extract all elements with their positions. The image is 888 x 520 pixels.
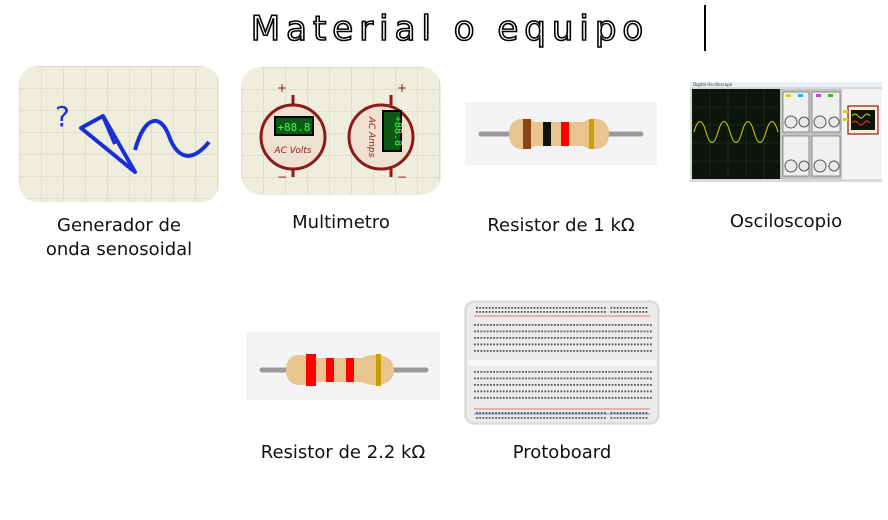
resistor-1k-caption: Resistor de 1 kΩ xyxy=(487,215,635,236)
oscilloscope-image: Digital Oscilloscope xyxy=(690,82,882,182)
protoboard-holes xyxy=(474,307,652,419)
svg-text:+: + xyxy=(277,81,287,95)
multimeter-image: +88.8 AC Volts + − +88.8 AC Amps + − xyxy=(241,67,441,195)
multimeter-caption: Multimetro xyxy=(292,212,390,233)
resistor-1k-band-2 xyxy=(543,122,551,146)
svg-text:−: − xyxy=(277,170,287,184)
resistor-1k-band-3 xyxy=(561,122,569,146)
svg-text:+88.8: +88.8 xyxy=(277,121,310,134)
page-title: Material o equipo xyxy=(0,4,888,52)
svg-text:+88.8: +88.8 xyxy=(392,116,403,146)
resistor-1k-band-1 xyxy=(523,119,531,149)
svg-text:−: − xyxy=(397,170,407,184)
protoboard-image xyxy=(464,300,660,425)
generator-caption: Generador de onda senosoidal xyxy=(45,215,193,260)
svg-text:+: + xyxy=(397,81,407,95)
resistor-1k-band-4 xyxy=(589,119,594,149)
svg-text:AC Amps: AC Amps xyxy=(366,116,376,158)
text-cursor xyxy=(704,5,706,51)
resistor-2k2-band-4 xyxy=(376,354,381,386)
ac-voltmeter-icon: +88.8 AC Volts + − xyxy=(259,81,327,184)
protoboard-caption: Protoboard xyxy=(512,442,612,463)
resistor-2k2-band-3 xyxy=(346,358,354,382)
resistor-2k2-band-1 xyxy=(306,354,316,386)
resistor-2k2-caption: Resistor de 2.2 kΩ xyxy=(260,442,426,463)
page-title-text: Material o equipo xyxy=(251,9,649,49)
resistor-2k2-band-2 xyxy=(326,358,334,382)
oscilloscope-waveform xyxy=(693,121,779,143)
resistor-2k2-image xyxy=(246,332,440,400)
generator-question-mark: ? xyxy=(55,100,70,133)
svg-text:AC Volts: AC Volts xyxy=(273,146,311,156)
resistor-1k-image xyxy=(465,102,657,165)
generator-image: ? xyxy=(19,66,219,202)
ac-ammeter-icon: +88.8 AC Amps + − xyxy=(347,81,415,184)
svg-text:Digital Oscilloscope: Digital Oscilloscope xyxy=(693,82,733,87)
generator-source-icon xyxy=(79,114,211,174)
oscilloscope-caption: Osciloscopio xyxy=(729,211,843,232)
